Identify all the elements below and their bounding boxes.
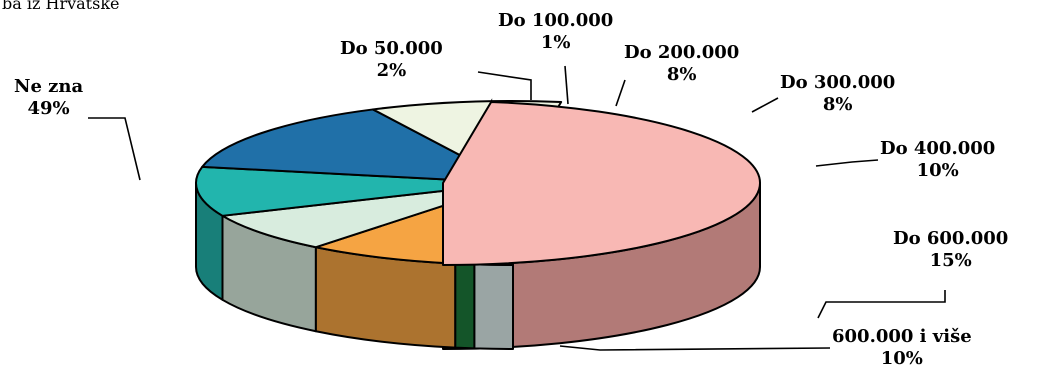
label-do-200000-name: Do 200.000: [624, 42, 740, 63]
leader-do-300-000: [751, 97, 779, 113]
label-do-400000-value: 10%: [916, 160, 959, 181]
label-do-200000-value: 8%: [666, 64, 697, 85]
label-600000-i-vise-name: 600.000 i više: [832, 326, 972, 347]
label-600000-i-vise: 600.000 i više 10%: [832, 326, 972, 370]
slice-do-600-000: [201, 108, 514, 184]
pie-sides: [195, 98, 761, 350]
label-do-100000: Do 100.000 1%: [498, 10, 613, 54]
label-do-100000-name: Do 100.000: [498, 10, 614, 31]
label-do-600000-name: Do 600.000: [893, 228, 1009, 249]
side-do-100-000: [454, 262, 476, 350]
leader-600-000-i-vi-e: [559, 345, 831, 351]
side-do-50-000: [473, 263, 514, 350]
pie-tops: [195, 100, 761, 266]
label-do-100000-value: 1%: [540, 32, 571, 53]
leader-do-600-000: [817, 290, 946, 319]
label-ne-zna-value: 49%: [27, 98, 70, 119]
label-do-200000: Do 200.000 8%: [624, 42, 739, 86]
label-do-300000-value: 8%: [822, 94, 853, 115]
label-ne-zna: Ne zna 49%: [14, 76, 83, 120]
leader-do-100-000: [564, 65, 569, 105]
label-do-600000-value: 15%: [929, 250, 972, 271]
leader-lines: [88, 65, 946, 351]
label-do-50000: Do 50.000 2%: [340, 38, 443, 82]
leader-ne-zna: [88, 117, 141, 181]
label-do-50000-value: 2%: [376, 60, 407, 81]
label-do-300000-name: Do 300.000: [780, 72, 896, 93]
leader-do-400-000: [815, 159, 879, 167]
label-600000-i-vise-value: 10%: [880, 348, 923, 369]
slice-do-300-000: [221, 182, 514, 249]
label-do-600000: Do 600.000 15%: [893, 228, 1008, 272]
label-do-300000: Do 300.000 8%: [780, 72, 895, 116]
label-ne-zna-name: Ne zna: [14, 76, 84, 97]
leader-do-200-000: [615, 79, 626, 107]
chart-subtitle: ba iz Hrvatske: [2, 0, 120, 13]
slice-ne-zna: [442, 100, 761, 266]
label-do-400000-name: Do 400.000: [880, 138, 996, 159]
leader-do-50-000: [477, 71, 532, 100]
label-do-400000: Do 400.000 10%: [880, 138, 995, 182]
label-do-50000-name: Do 50.000: [340, 38, 443, 59]
